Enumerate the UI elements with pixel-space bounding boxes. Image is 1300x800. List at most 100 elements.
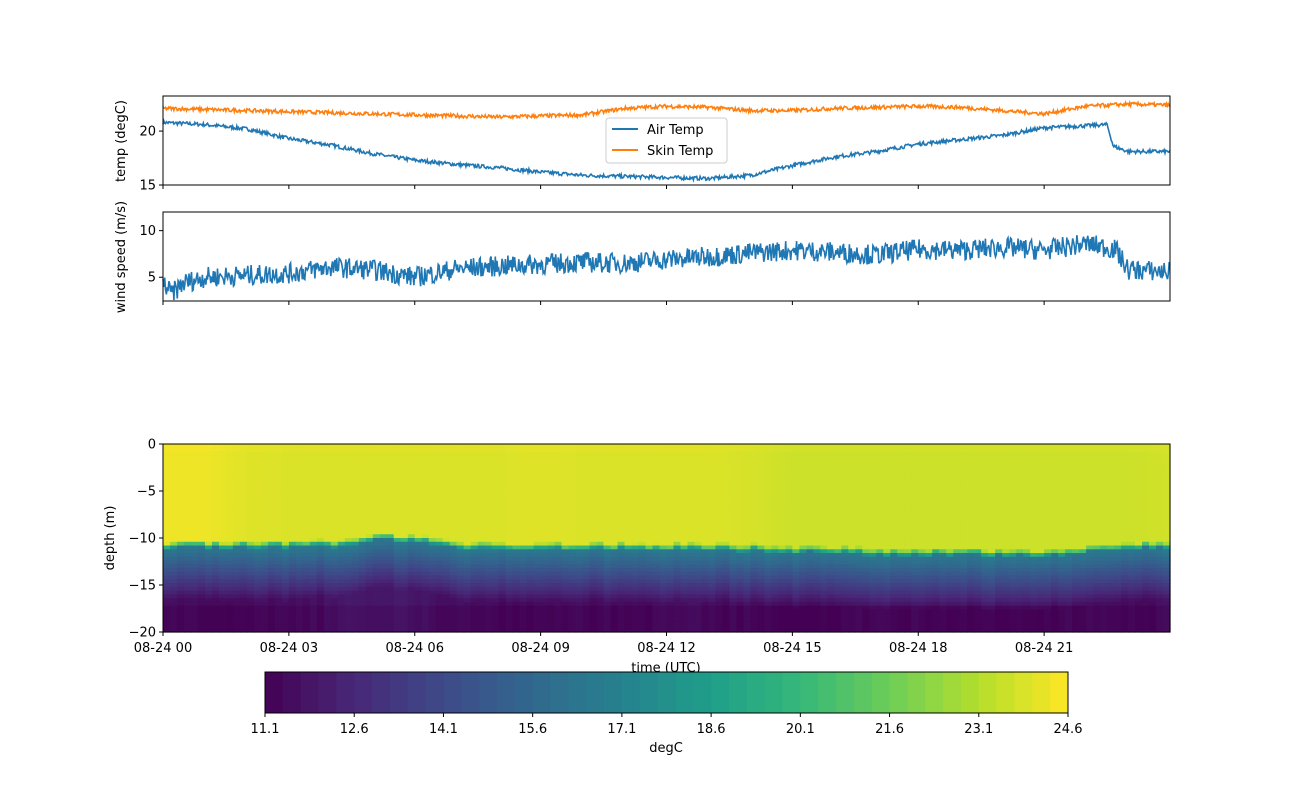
heatmap-cell bbox=[372, 447, 381, 453]
heatmap-cell bbox=[827, 500, 835, 505]
heatmap-cell bbox=[302, 526, 311, 532]
heatmap-cell bbox=[204, 522, 213, 528]
heatmap-cell bbox=[526, 583, 535, 588]
heatmap-cell bbox=[827, 571, 835, 577]
heatmap-cell bbox=[540, 624, 549, 629]
heatmap-cell bbox=[169, 583, 178, 588]
heatmap-cell bbox=[729, 571, 738, 577]
heatmap-cell bbox=[687, 594, 696, 599]
heatmap-cell bbox=[631, 496, 640, 501]
heatmap-cell bbox=[260, 485, 269, 490]
heatmap-cell bbox=[820, 489, 828, 494]
heatmap-cell bbox=[547, 624, 556, 629]
heatmap-cell bbox=[701, 583, 710, 588]
heatmap-cell bbox=[519, 579, 528, 584]
heatmap-cell bbox=[757, 575, 765, 580]
heatmap-cell bbox=[554, 594, 563, 599]
heatmap-cell bbox=[645, 598, 654, 603]
heatmap-cell bbox=[848, 485, 856, 490]
heatmap-cell bbox=[729, 583, 738, 588]
heatmap-cell bbox=[351, 571, 360, 577]
heatmap-cell bbox=[519, 481, 528, 486]
heatmap-cell bbox=[218, 451, 227, 456]
heatmap-cell bbox=[708, 470, 717, 475]
heatmap-cell bbox=[190, 451, 199, 456]
heatmap-cell bbox=[841, 620, 849, 626]
heatmap-cell bbox=[512, 624, 521, 629]
heatmap-cell bbox=[638, 568, 647, 573]
heatmap-cell bbox=[225, 598, 234, 603]
heatmap-cell bbox=[645, 519, 654, 524]
heatmap-cell bbox=[442, 616, 451, 622]
heatmap-cell bbox=[344, 500, 353, 505]
heatmap-cell bbox=[722, 515, 731, 520]
heatmap-cell bbox=[456, 590, 465, 595]
heatmap-cell bbox=[232, 447, 241, 453]
heatmap-cell bbox=[498, 538, 507, 543]
heatmap-cell bbox=[708, 519, 717, 524]
heatmap-cell bbox=[708, 511, 717, 517]
heatmap-cell bbox=[491, 594, 500, 599]
heatmap-cell bbox=[211, 594, 220, 599]
heatmap-cell bbox=[554, 462, 563, 468]
heatmap-cell bbox=[246, 609, 255, 614]
heatmap-cell bbox=[260, 553, 269, 558]
heatmap-cell bbox=[414, 485, 423, 490]
heatmap-cell bbox=[344, 571, 353, 577]
heatmap-cell bbox=[197, 451, 206, 456]
heatmap-cell bbox=[841, 477, 849, 483]
heatmap-cell bbox=[302, 530, 311, 535]
heatmap-cell bbox=[722, 609, 731, 614]
heatmap-cell bbox=[806, 586, 814, 592]
heatmap-cell bbox=[589, 470, 598, 475]
heatmap-cell bbox=[568, 470, 577, 475]
heatmap-cell bbox=[834, 605, 842, 611]
heatmap-cell bbox=[645, 541, 654, 547]
heatmap-cell bbox=[687, 496, 696, 501]
heatmap-cell bbox=[379, 496, 388, 501]
heatmap-cell bbox=[183, 538, 192, 543]
heatmap-cell bbox=[351, 579, 360, 584]
heatmap-cell bbox=[477, 500, 486, 505]
heatmap-cell bbox=[163, 590, 171, 595]
heatmap-cell bbox=[316, 594, 325, 599]
heatmap-cell bbox=[757, 534, 765, 539]
heatmap-cell bbox=[750, 496, 759, 501]
heatmap-cell bbox=[638, 519, 647, 524]
heatmap-cell bbox=[386, 579, 395, 584]
heatmap-cell bbox=[575, 613, 584, 618]
heatmap-cell bbox=[603, 609, 612, 614]
heatmap-cell bbox=[260, 515, 269, 520]
heatmap-cell bbox=[330, 590, 339, 595]
heatmap-cell bbox=[610, 519, 619, 524]
heatmap-cell bbox=[771, 519, 779, 524]
heatmap-cell bbox=[750, 541, 759, 547]
heatmap-cell bbox=[358, 571, 367, 577]
heatmap-cell bbox=[568, 575, 577, 580]
heatmap-cell bbox=[323, 466, 332, 471]
heatmap-cell bbox=[442, 601, 451, 607]
heatmap-cell bbox=[701, 522, 710, 528]
heatmap-cell bbox=[414, 492, 423, 498]
heatmap-cell bbox=[309, 492, 318, 498]
heatmap-cell bbox=[218, 470, 227, 475]
heatmap-cell bbox=[624, 575, 633, 580]
heatmap-cell bbox=[302, 451, 311, 456]
heatmap-cell bbox=[771, 444, 779, 449]
heatmap-cell bbox=[722, 511, 731, 517]
heatmap-cell bbox=[470, 624, 479, 629]
heatmap-cell bbox=[778, 605, 786, 611]
heatmap-cell bbox=[421, 586, 430, 592]
heatmap-cell bbox=[813, 568, 821, 573]
heatmap-cell bbox=[288, 624, 297, 629]
heatmap-cell bbox=[687, 541, 696, 547]
heatmap-cell bbox=[309, 444, 318, 449]
heatmap-cell bbox=[449, 451, 458, 456]
heatmap-cell bbox=[834, 466, 842, 471]
heatmap-cell bbox=[834, 492, 842, 498]
heatmap-cell bbox=[554, 511, 563, 517]
heatmap-cell bbox=[274, 575, 283, 580]
heatmap-cell bbox=[582, 470, 591, 475]
heatmap-cell bbox=[281, 616, 290, 622]
